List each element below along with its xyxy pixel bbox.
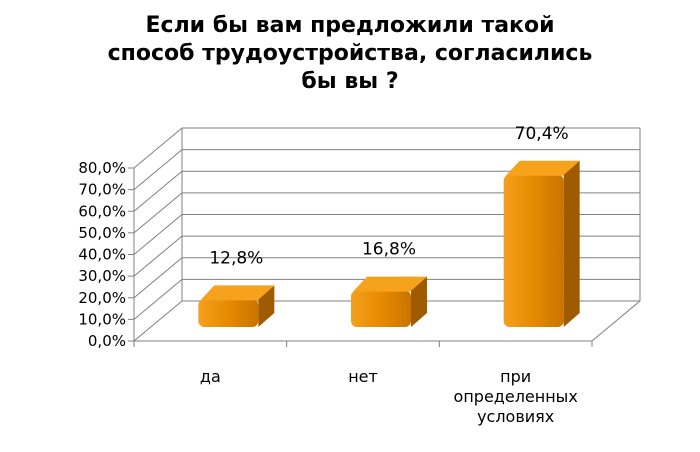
gridline-side <box>133 235 183 277</box>
gridline-side <box>133 278 183 320</box>
bar <box>198 299 259 327</box>
floor-right-edge <box>591 300 641 342</box>
category-label-line: нет <box>348 367 378 386</box>
gridline-side <box>133 214 183 255</box>
bar <box>351 290 411 327</box>
category-label-line: да <box>200 367 221 386</box>
bar-top <box>505 160 580 176</box>
y-tick-label: 10,0% <box>78 310 126 328</box>
bar-side <box>563 160 580 327</box>
y-tick-label: 60,0% <box>78 202 126 220</box>
chart-title-line-2: способ трудоустройства, согласились <box>107 41 593 66</box>
gridline-side <box>133 149 183 191</box>
bar-top <box>200 285 275 301</box>
data-label: 16,8% <box>362 240 416 260</box>
y-tick-label: 80,0% <box>78 159 126 177</box>
bar <box>503 174 564 327</box>
y-tick-label: 40,0% <box>78 246 126 264</box>
gridline-side <box>133 127 183 169</box>
y-tick-label: 70,0% <box>78 181 126 199</box>
category-label: нет <box>348 367 378 386</box>
gridline-side <box>133 192 183 234</box>
chart-title-line-3: бы вы ? <box>301 69 399 94</box>
category-label-line: определенных <box>454 387 578 406</box>
bar-side <box>411 276 427 327</box>
bar-side <box>258 285 275 327</box>
y-tick-label: 20,0% <box>78 289 126 307</box>
chart-title: Если бы вам предложили такой способ труд… <box>60 12 640 96</box>
gridline-side <box>133 300 183 342</box>
category-label: при определенных условиях <box>454 367 578 426</box>
category-label: да <box>200 367 221 386</box>
y-tick-label: 0,0% <box>88 332 126 350</box>
data-label: 70,4% <box>515 124 569 144</box>
gridline-side <box>133 170 183 212</box>
y-tick-label: 30,0% <box>78 267 126 285</box>
bar-top <box>353 276 427 292</box>
chart-title-line-1: Если бы вам предложили такой <box>145 13 555 38</box>
gridline-side <box>133 257 183 299</box>
data-label: 12,8% <box>209 248 263 268</box>
category-label-line: при <box>500 367 531 386</box>
y-tick-label: 50,0% <box>78 224 126 242</box>
category-label-line: условиях <box>477 407 554 426</box>
